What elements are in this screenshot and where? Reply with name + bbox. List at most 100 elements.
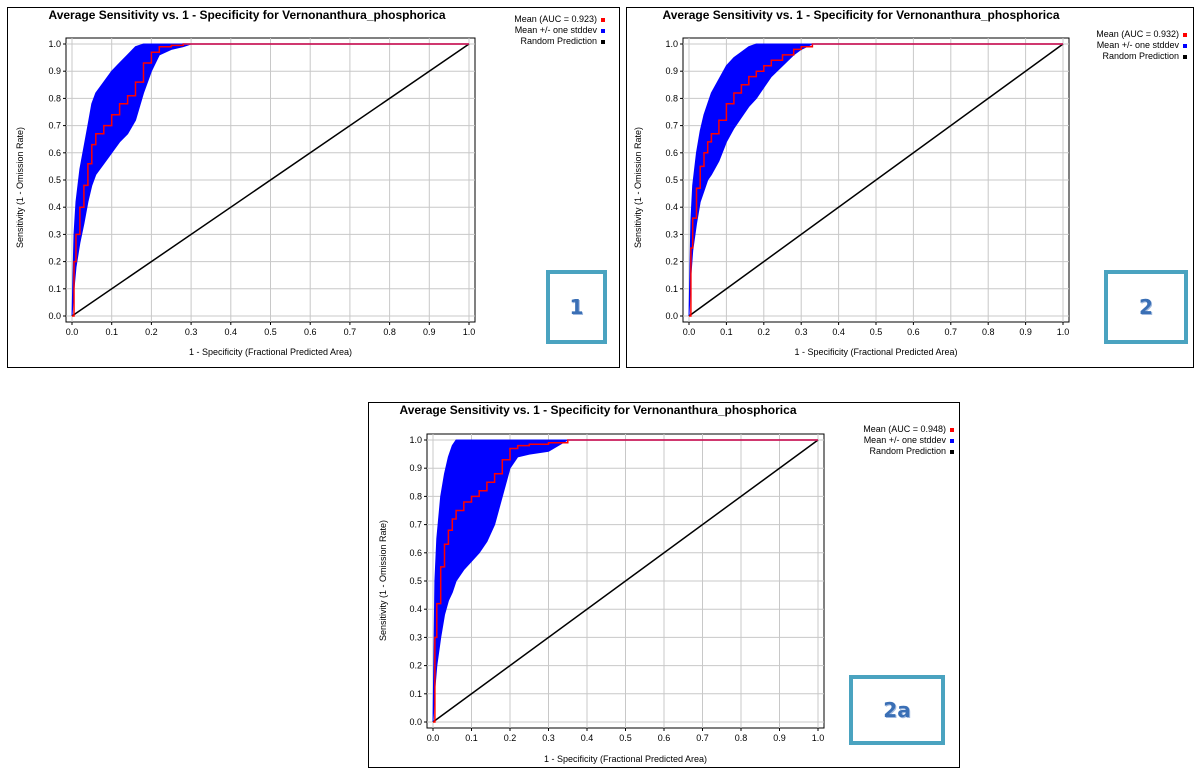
random-prediction-line bbox=[432, 439, 819, 723]
y-tick-label: 0.5 bbox=[665, 175, 678, 185]
badge-label: 2a bbox=[883, 698, 911, 722]
chart-panel-2a: Average Sensitivity vs. 1 - Specificity … bbox=[368, 402, 960, 768]
legend-item-random: Random Prediction bbox=[863, 446, 954, 457]
y-tick-label: 0.8 bbox=[48, 93, 61, 103]
random-prediction-line bbox=[71, 43, 470, 317]
legend-label: Mean (AUC = 0.923) bbox=[514, 14, 597, 24]
y-tick-label: 0.1 bbox=[665, 284, 678, 294]
legend-swatch-red bbox=[601, 17, 605, 22]
y-axis-label: Sensitivity (1 - Omission Rate) bbox=[378, 519, 388, 641]
y-tick-label: 0.4 bbox=[48, 202, 61, 212]
legend-swatch-blue bbox=[950, 438, 954, 443]
chart-panel-2: Average Sensitivity vs. 1 - Specificity … bbox=[626, 7, 1194, 368]
legend-label: Mean +/- one stddev bbox=[863, 435, 946, 445]
x-tick-label: 0.6 bbox=[907, 327, 920, 337]
x-axis-label: 1 - Specificity (Fractional Predicted Ar… bbox=[188, 347, 353, 357]
legend-item-stddev: Mean +/- one stddev bbox=[514, 25, 605, 36]
y-tick-label: 0.7 bbox=[409, 520, 422, 530]
y-tick-label: 0.6 bbox=[665, 148, 678, 158]
x-tick-label: 0.4 bbox=[581, 733, 594, 743]
y-tick-label: 0.5 bbox=[409, 576, 422, 586]
x-tick-label: 0.2 bbox=[145, 327, 158, 337]
stddev-band bbox=[432, 439, 818, 723]
y-tick-label: 0.5 bbox=[48, 175, 61, 185]
y-tick-label: 0.7 bbox=[48, 121, 61, 131]
y-tick-label: 0.2 bbox=[409, 661, 422, 671]
legend-label: Random Prediction bbox=[520, 36, 597, 46]
legend-swatch-blue bbox=[1183, 43, 1187, 48]
legend: Mean (AUC = 0.948) Mean +/- one stddev R… bbox=[863, 424, 954, 457]
x-tick-label: 0.9 bbox=[1019, 327, 1032, 337]
y-tick-label: 0.3 bbox=[48, 229, 61, 239]
x-tick-label: 0.3 bbox=[185, 327, 198, 337]
mean-roc-line bbox=[433, 439, 818, 723]
legend-swatch-black bbox=[601, 39, 605, 44]
legend-swatch-blue bbox=[601, 28, 605, 33]
x-tick-label: 0.1 bbox=[720, 327, 733, 337]
random-prediction-line bbox=[688, 43, 1064, 317]
y-tick-label: 0.6 bbox=[48, 148, 61, 158]
x-tick-label: 1.0 bbox=[1057, 327, 1070, 337]
y-tick-label: 0.2 bbox=[665, 257, 678, 267]
x-tick-label: 0.0 bbox=[427, 733, 440, 743]
legend-swatch-red bbox=[950, 427, 954, 432]
x-axis-label: 1 - Specificity (Fractional Predicted Ar… bbox=[794, 347, 958, 357]
legend-item-stddev: Mean +/- one stddev bbox=[863, 435, 954, 446]
legend-label: Mean +/- one stddev bbox=[1096, 40, 1179, 50]
y-tick-label: 0.9 bbox=[409, 463, 422, 473]
x-tick-label: 0.8 bbox=[735, 733, 748, 743]
badge-label: 1 bbox=[569, 295, 584, 319]
legend-label: Mean (AUC = 0.948) bbox=[863, 424, 946, 434]
x-tick-label: 0.4 bbox=[832, 327, 845, 337]
legend-swatch-red bbox=[1183, 32, 1187, 37]
legend: Mean (AUC = 0.923) Mean +/- one stddev R… bbox=[514, 14, 605, 47]
y-tick-label: 0.8 bbox=[409, 491, 422, 501]
y-tick-label: 0.9 bbox=[48, 66, 61, 76]
mean-roc-line bbox=[689, 43, 1063, 317]
y-tick-label: 0.2 bbox=[48, 257, 61, 267]
x-tick-label: 0.4 bbox=[225, 327, 238, 337]
legend-swatch-black bbox=[950, 449, 954, 454]
y-tick-label: 0.3 bbox=[665, 229, 678, 239]
x-tick-label: 0.6 bbox=[304, 327, 317, 337]
y-tick-label: 0.4 bbox=[665, 202, 678, 212]
legend-label: Mean (AUC = 0.932) bbox=[1096, 29, 1179, 39]
x-tick-label: 0.8 bbox=[383, 327, 396, 337]
legend-item-mean: Mean (AUC = 0.948) bbox=[863, 424, 954, 435]
x-tick-label: 0.3 bbox=[795, 327, 808, 337]
y-tick-label: 0.4 bbox=[409, 604, 422, 614]
x-axis-label: 1 - Specificity (Fractional Predicted Ar… bbox=[543, 754, 708, 764]
x-tick-label: 0.2 bbox=[758, 327, 771, 337]
x-tick-label: 0.6 bbox=[658, 733, 671, 743]
chart-title: Average Sensitivity vs. 1 - Specificity … bbox=[48, 8, 446, 22]
chart-title: Average Sensitivity vs. 1 - Specificity … bbox=[662, 8, 1060, 22]
y-tick-label: 0.9 bbox=[665, 66, 678, 76]
y-tick-label: 0.0 bbox=[48, 311, 61, 321]
x-tick-label: 0.5 bbox=[619, 733, 632, 743]
panel-badge: 1 bbox=[546, 270, 607, 344]
y-tick-label: 1.0 bbox=[48, 39, 61, 49]
legend-item-random: Random Prediction bbox=[514, 36, 605, 47]
chart-panel-1: Average Sensitivity vs. 1 - Specificity … bbox=[7, 7, 620, 368]
x-tick-label: 0.9 bbox=[773, 733, 786, 743]
legend-item-mean: Mean (AUC = 0.923) bbox=[514, 14, 605, 25]
x-tick-label: 0.7 bbox=[344, 327, 357, 337]
x-tick-label: 1.0 bbox=[463, 327, 476, 337]
legend-label: Random Prediction bbox=[1102, 51, 1179, 61]
x-tick-label: 0.3 bbox=[542, 733, 555, 743]
y-tick-label: 1.0 bbox=[409, 435, 422, 445]
panel-badge: 2a bbox=[849, 675, 945, 745]
roc-plot: 0.0 0.1 0.2 0.3 0.4 0.5 0.6 0.7 0.8 0.9 1.0 0.0 0.1 0… bbox=[48, 37, 476, 337]
x-tick-label: 0.1 bbox=[465, 733, 478, 743]
y-tick-label: 0.0 bbox=[409, 717, 422, 727]
x-tick-label: 0.1 bbox=[105, 327, 118, 337]
y-tick-label: 0.1 bbox=[48, 284, 61, 294]
x-tick-label: 1.0 bbox=[812, 733, 825, 743]
legend-item-mean: Mean (AUC = 0.932) bbox=[1096, 29, 1187, 40]
roc-plot: 0.0 0.1 0.2 0.3 0.4 0.5 0.6 0.7 0.8 0.9 1.0 0.0 0.1 0… bbox=[409, 433, 825, 743]
legend-swatch-black bbox=[1183, 54, 1187, 59]
x-tick-label: 0.7 bbox=[696, 733, 709, 743]
y-tick-label: 1.0 bbox=[665, 39, 678, 49]
legend: Mean (AUC = 0.932) Mean +/- one stddev R… bbox=[1096, 29, 1187, 62]
legend-item-stddev: Mean +/- one stddev bbox=[1096, 40, 1187, 51]
